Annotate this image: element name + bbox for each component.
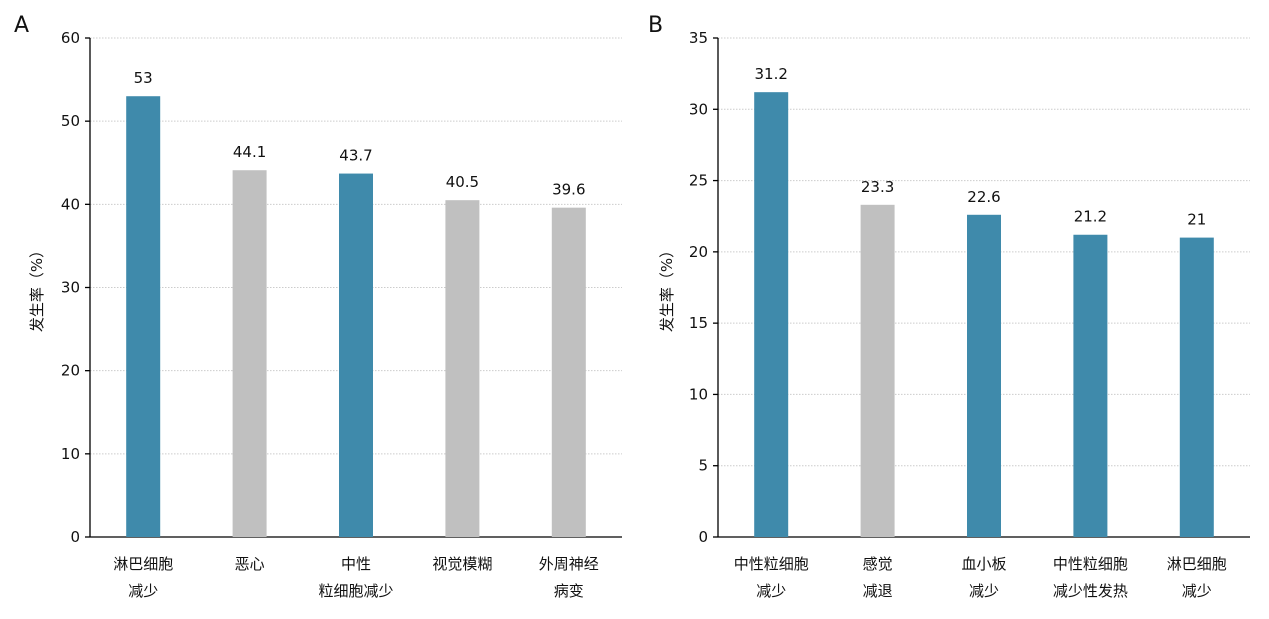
panel-letter: B [648, 13, 663, 38]
y-tick-label: 0 [70, 528, 80, 546]
panel-letter: A [14, 13, 29, 38]
x-tick-label: 粒细胞减少 [318, 582, 393, 600]
y-tick-label: 35 [689, 29, 708, 47]
x-tick-label: 中性粒细胞 [734, 555, 809, 573]
y-tick-label: 15 [689, 314, 708, 332]
bar [445, 200, 480, 538]
y-axis-label: 发生率（%） [28, 243, 46, 332]
x-tick-label: 减少 [128, 582, 158, 600]
bar [860, 204, 895, 537]
data-label: 31.2 [754, 65, 787, 83]
y-tick-label: 10 [689, 385, 708, 403]
y-tick-label: 50 [61, 112, 80, 130]
bar [1179, 237, 1214, 537]
y-tick-label: 20 [689, 243, 708, 261]
x-tick-label: 淋巴细胞 [113, 555, 173, 573]
data-label: 53 [134, 69, 153, 87]
y-tick-label: 25 [689, 172, 708, 190]
x-tick-label: 减少 [969, 582, 999, 600]
y-tick-label: 40 [61, 195, 80, 213]
bar [339, 173, 373, 538]
x-tick-label: 恶心 [235, 555, 265, 573]
x-tick-label: 中性粒细胞 [1053, 555, 1128, 573]
y-tick-label: 10 [61, 445, 80, 463]
bar [967, 214, 1001, 537]
data-label: 23.3 [861, 178, 894, 196]
bar [754, 92, 789, 538]
y-tick-label: 60 [61, 29, 80, 47]
x-tick-label: 外周神经 [539, 555, 599, 573]
y-tick-label: 5 [698, 457, 708, 475]
y-tick-label: 30 [61, 279, 80, 297]
x-tick-label: 淋巴细胞 [1167, 555, 1227, 573]
x-tick-label: 感觉 [863, 555, 893, 573]
bar [126, 96, 161, 537]
y-tick-label: 30 [689, 100, 708, 118]
x-tick-label: 减少 [756, 582, 786, 600]
data-label: 44.1 [233, 143, 266, 161]
x-tick-label: 减退 [863, 582, 893, 600]
y-tick-label: 0 [698, 528, 708, 546]
bar [232, 170, 267, 538]
y-axis-label: 发生率（%） [658, 243, 676, 332]
data-label: 39.6 [552, 181, 585, 199]
x-tick-label: 血小板 [961, 555, 1006, 573]
bar [1073, 234, 1108, 537]
data-label: 21 [1187, 211, 1206, 229]
data-label: 40.5 [446, 173, 479, 191]
x-tick-label: 中性 [341, 555, 371, 573]
x-tick-label: 减少 [1182, 582, 1212, 600]
bar [551, 207, 586, 537]
data-label: 21.2 [1074, 208, 1107, 226]
y-tick-label: 20 [61, 362, 80, 380]
data-label: 22.6 [967, 188, 1000, 206]
x-tick-label: 减少性发热 [1053, 582, 1128, 600]
data-label: 43.7 [339, 147, 372, 165]
x-tick-label: 病变 [554, 582, 584, 600]
x-tick-label: 视觉模糊 [432, 555, 492, 573]
